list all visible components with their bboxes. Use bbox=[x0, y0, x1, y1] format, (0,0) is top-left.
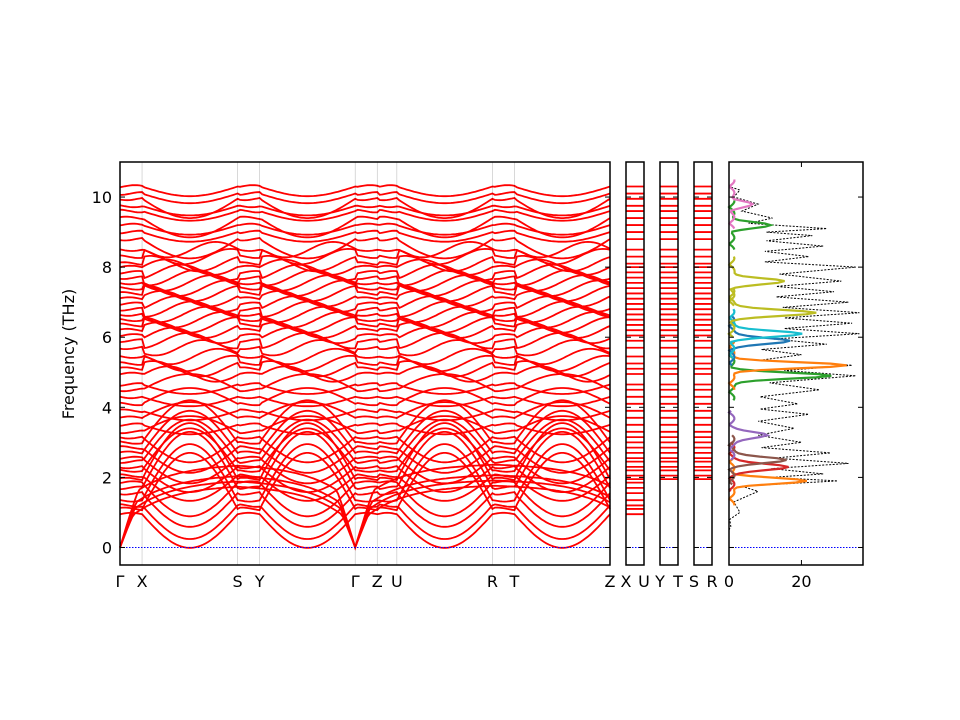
band-line bbox=[119, 255, 611, 273]
band-line bbox=[119, 452, 611, 512]
x-tick-label: Z bbox=[605, 572, 616, 591]
x-tick-label: U bbox=[391, 572, 403, 591]
dos-x-tick-label: 20 bbox=[791, 572, 811, 591]
x-tick-label: Y bbox=[654, 572, 665, 591]
band-line bbox=[119, 274, 611, 292]
band-line bbox=[119, 204, 611, 217]
band-line bbox=[119, 237, 611, 260]
band-line bbox=[119, 229, 611, 243]
band-line bbox=[119, 395, 611, 408]
dos-x-tick-label: 0 bbox=[724, 572, 734, 591]
band-line bbox=[120, 445, 611, 474]
dos-partial-line bbox=[727, 409, 771, 461]
band-line bbox=[119, 305, 611, 324]
band-line bbox=[119, 332, 611, 350]
x-tick-label: T bbox=[672, 572, 683, 591]
panel-frame bbox=[659, 161, 679, 566]
x-tick-label: X bbox=[137, 572, 148, 591]
band-line bbox=[119, 365, 611, 383]
y-tick-label: 2 bbox=[102, 468, 112, 487]
x-tick-label: X bbox=[621, 572, 632, 591]
band-line bbox=[119, 284, 611, 302]
band-line bbox=[119, 491, 611, 528]
band-line bbox=[119, 431, 611, 491]
dos-partial-line bbox=[727, 200, 775, 251]
band-line bbox=[119, 258, 611, 276]
band-line bbox=[119, 408, 611, 422]
band-line bbox=[119, 418, 611, 464]
acoustic-branch bbox=[119, 463, 611, 551]
dos-partial-line bbox=[727, 256, 785, 307]
y-tick-label: 8 bbox=[102, 258, 112, 277]
band-line bbox=[119, 455, 611, 485]
band-line bbox=[120, 300, 611, 318]
band-line bbox=[119, 240, 611, 259]
y-tick-label: 4 bbox=[102, 398, 112, 417]
x-tick-label: Y bbox=[254, 572, 265, 591]
acoustic-branch bbox=[119, 484, 611, 551]
x-tick-label: Γ bbox=[351, 572, 360, 591]
panel-frame bbox=[728, 161, 864, 566]
band-line bbox=[119, 422, 611, 436]
x-tick-label: U bbox=[638, 572, 650, 591]
band-line bbox=[119, 184, 611, 198]
dos-curves bbox=[727, 179, 860, 531]
panel-frame bbox=[625, 161, 645, 566]
band-line bbox=[119, 215, 611, 239]
dos-total-line bbox=[728, 183, 860, 531]
panel-frames bbox=[119, 161, 864, 566]
sub-panel-bands bbox=[626, 185, 712, 516]
x-tick-label: T bbox=[509, 572, 520, 591]
y-axis-title: Frequency (THz) bbox=[59, 289, 78, 419]
band-line bbox=[119, 503, 611, 540]
band-line bbox=[119, 197, 611, 219]
band-line bbox=[119, 222, 611, 236]
band-line bbox=[119, 191, 611, 205]
panel-frame bbox=[119, 161, 611, 566]
y-tick-label: 10 bbox=[92, 188, 112, 207]
band-line bbox=[119, 295, 611, 313]
x-tick-label: Z bbox=[372, 572, 383, 591]
band-curves bbox=[119, 184, 611, 551]
band-line bbox=[120, 316, 611, 334]
band-line bbox=[119, 279, 611, 297]
dos-partial-line bbox=[727, 455, 807, 506]
band-line bbox=[119, 435, 611, 464]
band-line bbox=[119, 427, 611, 473]
band-line bbox=[119, 347, 611, 366]
band-line bbox=[119, 387, 611, 407]
x-tick-label: R bbox=[706, 572, 717, 591]
band-line bbox=[120, 415, 611, 435]
band-line bbox=[119, 443, 611, 503]
band-line bbox=[119, 339, 611, 357]
band-line bbox=[119, 382, 611, 395]
y-tick-label: 6 bbox=[102, 328, 112, 347]
dos-partial-line bbox=[727, 434, 787, 486]
band-line bbox=[119, 373, 611, 393]
x-tick-label: R bbox=[487, 572, 498, 591]
band-line bbox=[119, 208, 611, 222]
y-tick-label: 0 bbox=[102, 538, 112, 557]
axis-ticks bbox=[120, 162, 863, 565]
dos-partial-line bbox=[727, 441, 789, 492]
x-tick-label: S bbox=[689, 572, 699, 591]
dos-partial-line bbox=[727, 179, 755, 230]
dos-partial-line bbox=[727, 287, 817, 339]
panel-frame bbox=[693, 161, 713, 566]
band-line bbox=[119, 290, 611, 308]
band-line bbox=[119, 409, 611, 455]
band-line bbox=[119, 422, 611, 482]
x-tick-label: Γ bbox=[116, 572, 125, 591]
band-line bbox=[119, 480, 611, 518]
x-tick-label: S bbox=[233, 572, 243, 591]
band-line bbox=[119, 401, 611, 419]
